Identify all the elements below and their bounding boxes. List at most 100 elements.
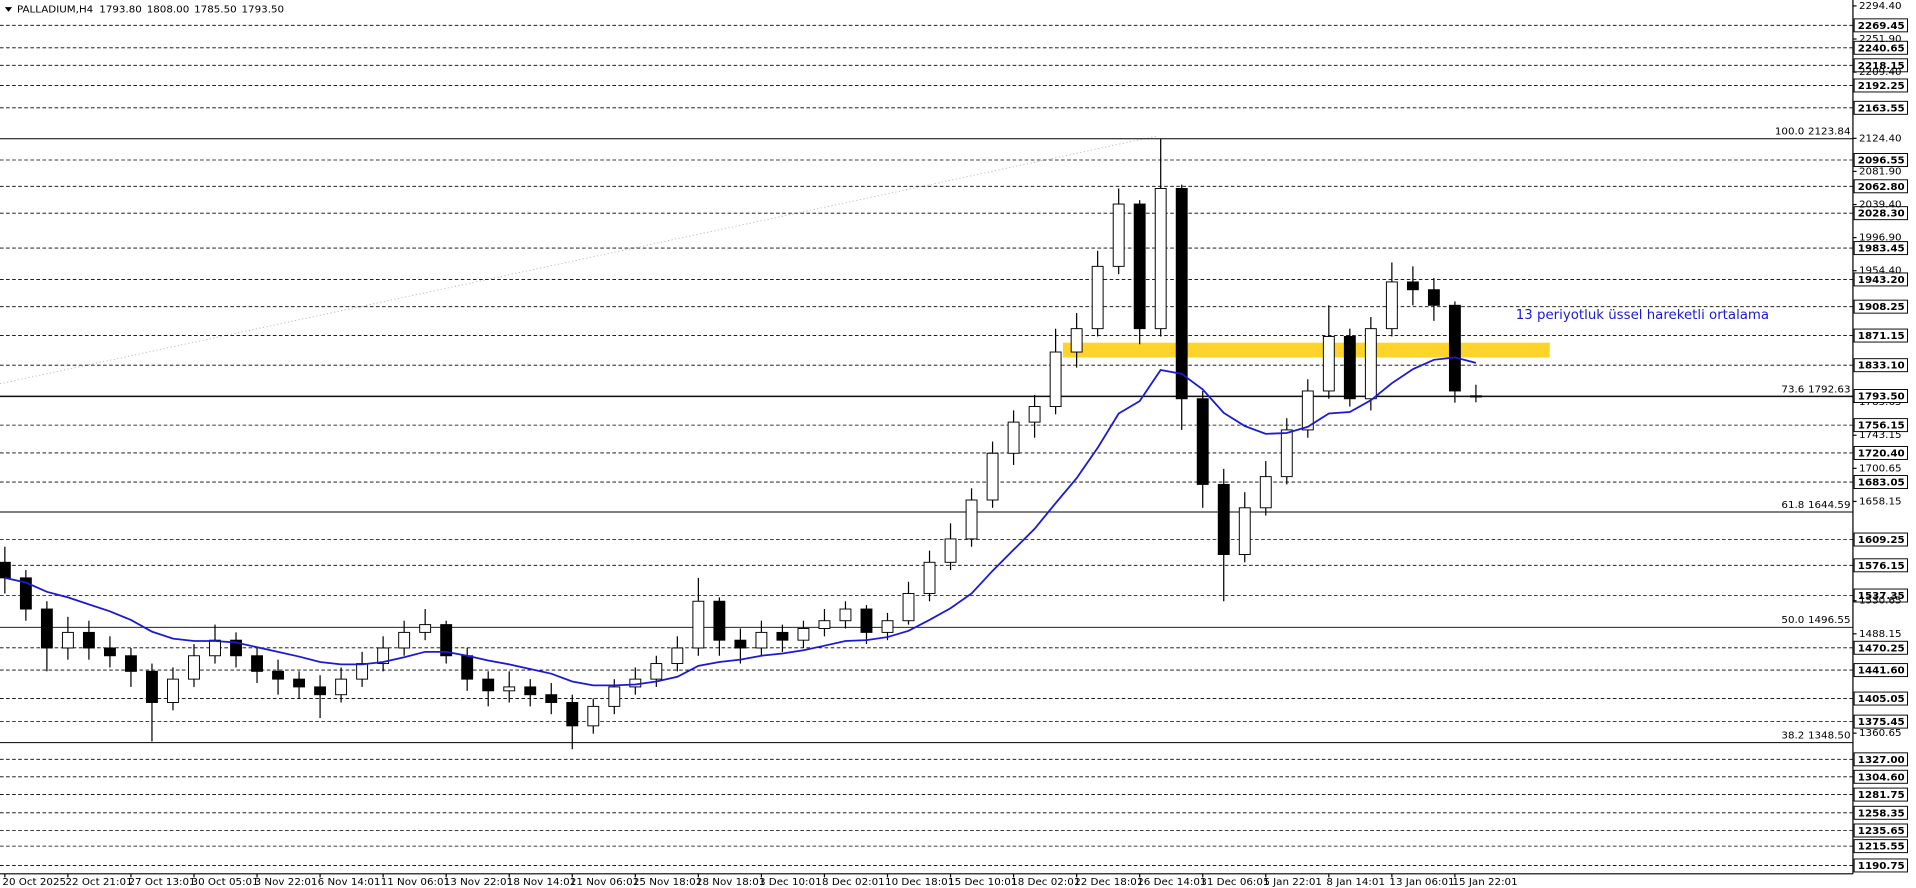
level-label-box [1853,40,1908,55]
candle-body [419,624,432,633]
level-label-box [1853,532,1908,547]
y-tick-label: 2209.40 [1859,67,1902,78]
support-zone [1062,342,1550,358]
y-tick-label: 2251.90 [1859,34,1902,45]
x-tick-label: 26 Dec 14:01 [1137,877,1206,888]
fib-price: 2123.84 [1808,127,1851,138]
candle-body [524,686,537,696]
candle-body [356,663,369,680]
candle-body [566,702,579,727]
level-label: 1304.60 [1858,772,1905,783]
candle-body [881,620,894,633]
candle-body [776,631,789,641]
level-label: 1215.55 [1858,842,1905,853]
level-label-box [1853,588,1908,603]
x-tick-label: 3 Nov 22:01 [255,877,318,888]
level-label-box [1853,858,1908,873]
fib-trendline [0,135,1159,385]
fib-level: 50.0 [1781,615,1804,626]
candle-body [1028,406,1041,423]
level-label-box [1853,805,1908,820]
level-label: 1943.20 [1858,275,1905,286]
candle-body [1091,265,1104,330]
x-tick-label: 18 Nov 14:01 [507,877,576,888]
y-tick-label: 1954.40 [1859,266,1902,277]
x-tick-label: 25 Nov 18:01 [633,877,702,888]
fib-label: 100.0 2123.84 [1775,127,1851,138]
candle-body [1196,398,1209,485]
x-tick-label: 30 Oct 05:01 [192,877,259,888]
candle-body [1238,507,1251,555]
candle-body [755,631,768,649]
candle-body [82,631,95,649]
candle-body [61,631,74,649]
x-tick-label: 13 Nov 22:01 [444,877,513,888]
candle-body [1301,390,1314,431]
level-label-box [1853,839,1908,854]
level-label-box [1853,752,1908,767]
candle-body [608,686,621,707]
fib-price: 1348.50 [1808,731,1851,742]
level-label: 1609.25 [1858,535,1905,546]
fib-level: 73.6 [1781,385,1804,396]
level-label-box [1853,358,1908,373]
candle-body [209,639,221,657]
candle-body [1469,395,1482,398]
candle-body [188,655,200,680]
fib-label: 50.0 1496.55 [1781,615,1850,626]
level-label-box [1853,206,1908,221]
candle-body [251,655,263,672]
candle-body [482,678,495,692]
current-price-box [1853,389,1908,403]
ema-label: 13 periyotluk üssel hareketli ortalama [1516,308,1769,323]
level-label-box [1853,299,1908,314]
level-label: 1258.35 [1858,808,1905,819]
x-tick-label: 22 Dec 18:01 [1074,877,1143,888]
candle-body [272,670,284,680]
y-tick-label: 2039.40 [1859,200,1902,211]
level-label: 1908.25 [1858,302,1905,313]
level-label: 1576.15 [1858,561,1905,572]
level-label-box [1853,558,1908,573]
level-label-box [1853,100,1908,115]
level-label: 1327.00 [1858,755,1905,766]
level-label: 2240.65 [1858,43,1905,54]
candle-body [692,600,705,649]
candle-body [230,639,242,657]
candle-body [629,678,642,688]
x-tick-label: 11 Nov 06:01 [381,877,450,888]
y-tick-label: 2124.40 [1859,133,1902,144]
fib-price: 1792.63 [1808,385,1851,396]
level-label: 1983.45 [1858,244,1905,255]
x-tick-label: 15 Dec 10:01 [948,877,1017,888]
candle-body [1175,188,1188,400]
x-tick-label: 21 Nov 06:01 [570,877,639,888]
y-tick-label: 1743.15 [1859,430,1902,441]
candle-body [1259,476,1272,509]
symbol: PALLADIUM,H4 [17,5,93,16]
candle-body [503,686,516,692]
level-label: 1470.25 [1858,643,1905,654]
candle-body [293,678,306,688]
candle-body [713,600,726,641]
y-tick-label: 2294.40 [1859,1,1902,12]
candle-body [167,678,179,703]
x-tick-label: 28 Nov 18:01 [696,877,765,888]
candle-body [461,655,474,680]
fib-price: 1496.55 [1808,615,1851,626]
candle-body [440,624,453,657]
level-label-box [1853,328,1908,343]
level-label: 2028.30 [1858,209,1905,220]
level-label-box [1853,418,1908,433]
level-label-box [1853,179,1908,194]
fib-level: 38.2 [1781,731,1804,742]
fib-label: 73.6 1792.63 [1781,385,1850,396]
x-tick-label: 18 Dec 02:01 [1011,877,1080,888]
level-label: 1235.65 [1858,826,1905,837]
level-label-box [1853,78,1908,93]
y-tick-label: 1488.15 [1859,629,1902,640]
candle-body [125,655,137,672]
x-tick-label: 20 Oct 2025 [2,877,66,888]
level-label-box [1853,823,1908,838]
fib-label: 38.2 1348.50 [1781,731,1850,742]
